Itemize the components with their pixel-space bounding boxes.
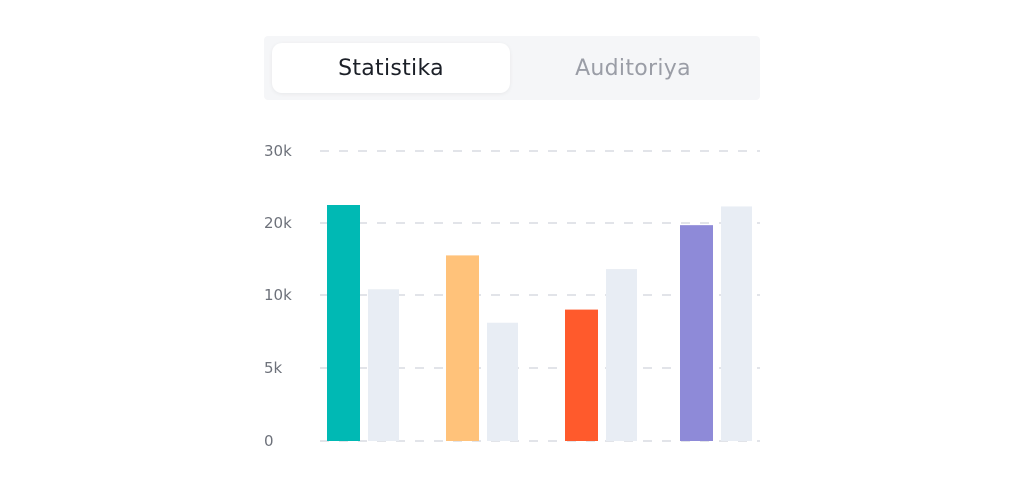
y-tick-label: 5k — [264, 359, 283, 377]
y-tick-label: 0 — [264, 432, 274, 450]
bar-primary — [446, 255, 479, 441]
bar-primary — [327, 205, 360, 441]
bar-comparison — [368, 289, 399, 441]
tab-bar: Statistika Auditoriya — [264, 36, 760, 100]
tab-statistika[interactable]: Statistika — [272, 43, 510, 93]
tab-auditoriya[interactable]: Auditoriya — [575, 55, 691, 81]
y-tick-label: 10k — [264, 286, 292, 304]
bar-primary — [680, 225, 713, 441]
bar-comparison — [721, 206, 752, 441]
y-tick-label: 30k — [264, 142, 292, 160]
bar-comparison — [487, 322, 518, 441]
bar-primary — [565, 309, 598, 441]
y-tick-label: 20k — [264, 214, 292, 232]
bar-comparison — [606, 269, 637, 441]
